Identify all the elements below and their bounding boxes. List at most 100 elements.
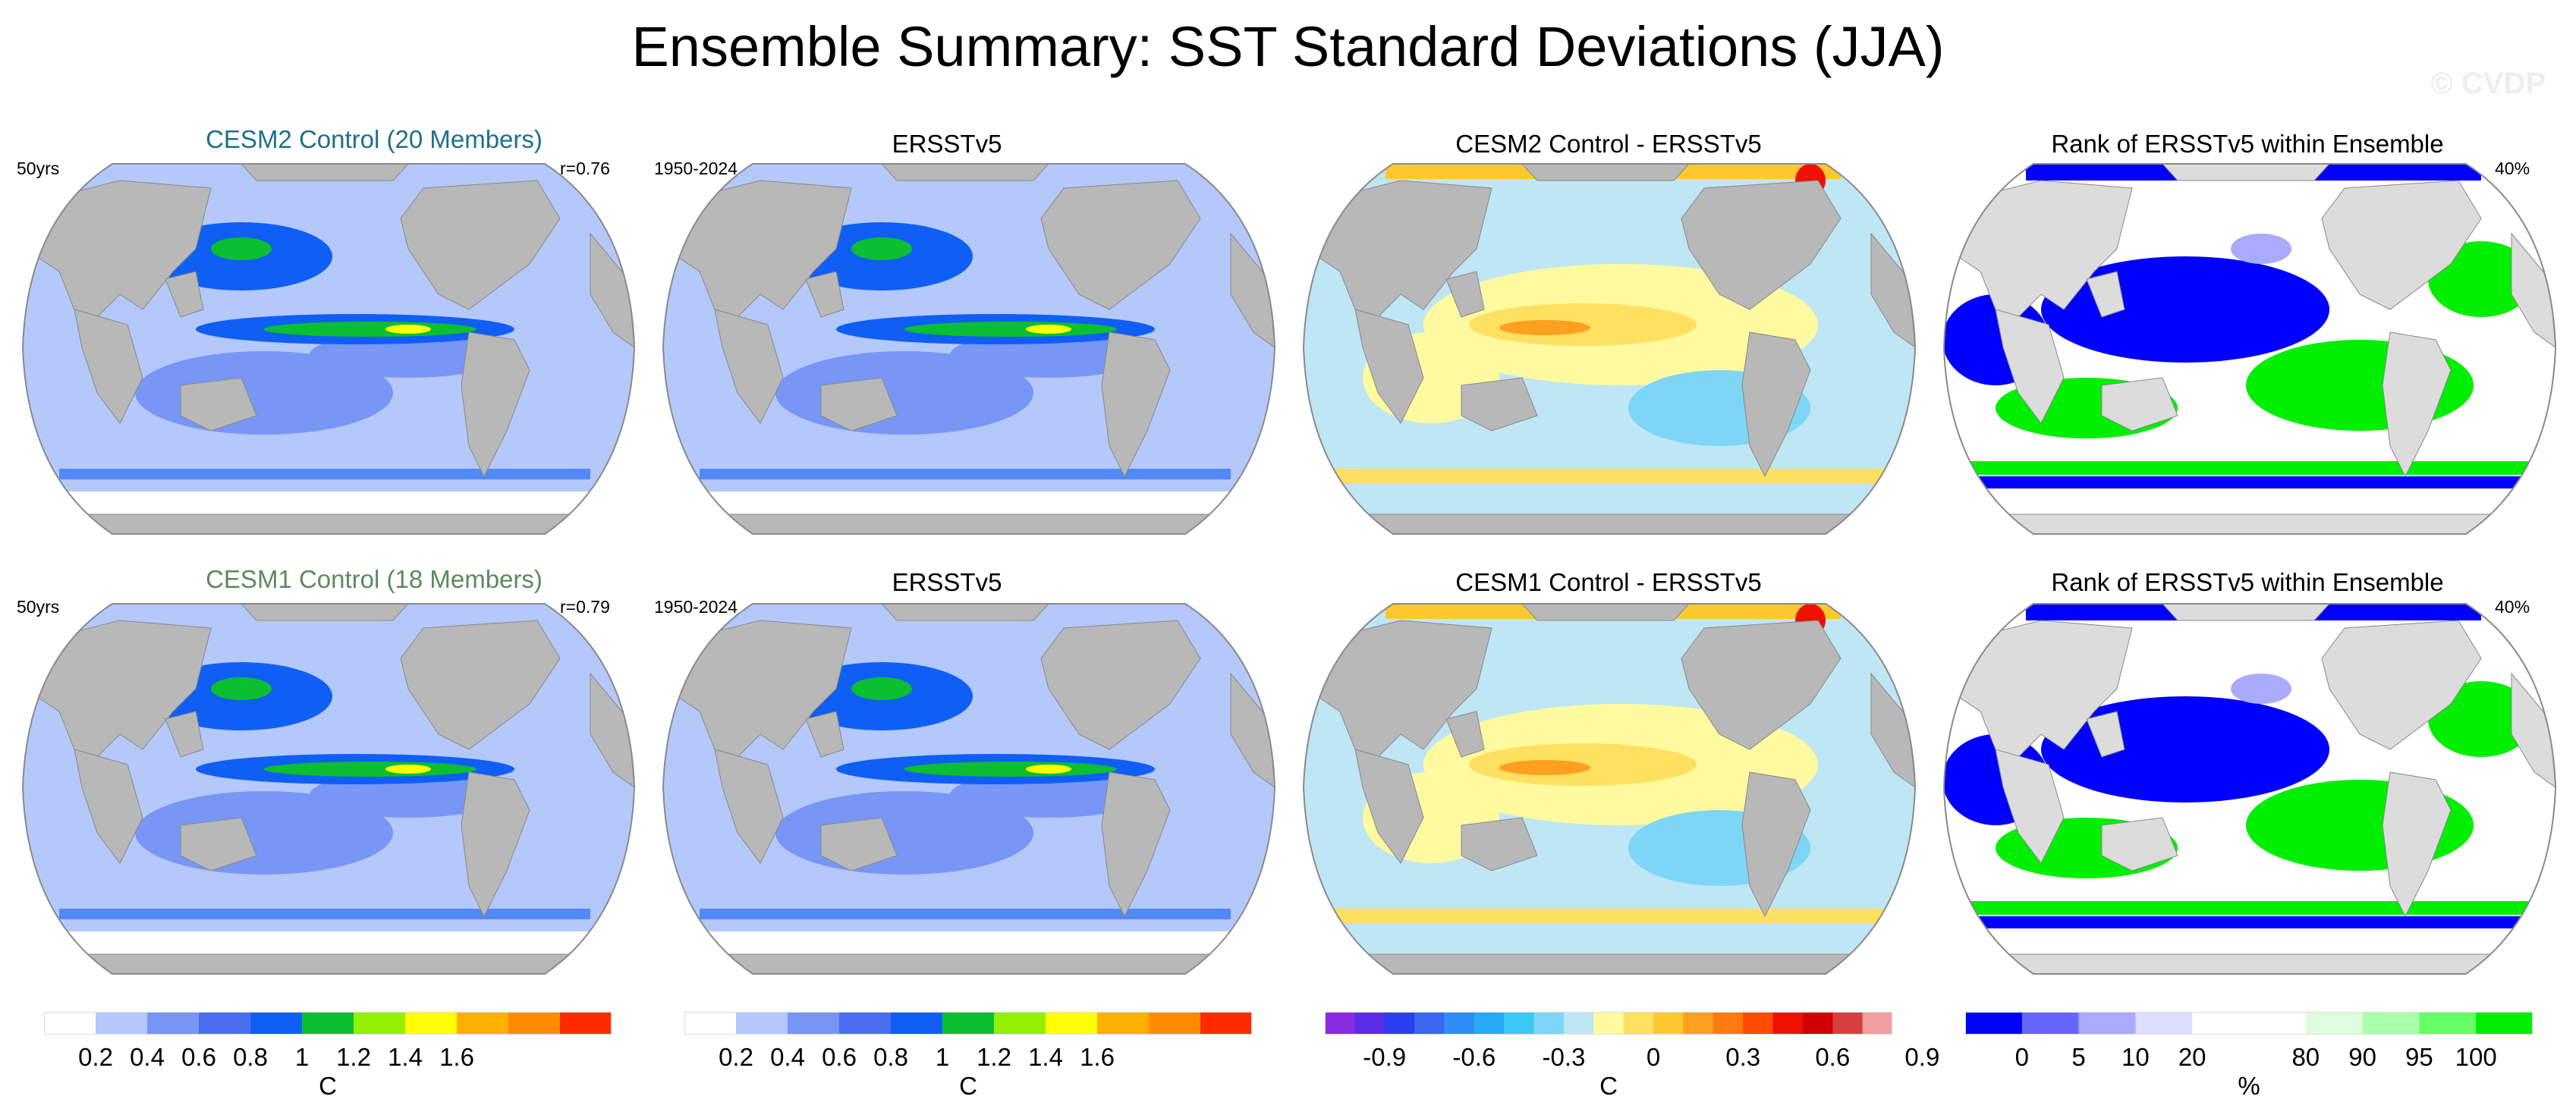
antarctica <box>1944 953 2556 974</box>
colorbar-tick-label: 1 <box>294 1043 310 1071</box>
arctic-land <box>880 604 1050 621</box>
colorbar-tick-label: -0.6 <box>1452 1043 1496 1071</box>
colorbar-tick-label: 1 <box>935 1043 950 1071</box>
colorbar-swatch <box>942 1012 995 1035</box>
australia <box>1461 817 1538 872</box>
colorbar-swatch <box>1683 1012 1714 1035</box>
arctic-land <box>1521 604 1691 621</box>
colorbar-swatch <box>1474 1012 1505 1035</box>
map-outline <box>21 163 636 535</box>
colorbar-tick-label: 0.3 <box>1725 1043 1761 1071</box>
colorbar-swatch <box>1772 1012 1804 1035</box>
antarctica <box>1944 514 2556 534</box>
europe-east <box>1870 672 1915 789</box>
india <box>1445 711 1485 758</box>
row1-pattern-correlation: r=0.76 <box>560 159 610 178</box>
southern-ocean-bias <box>1325 469 1901 484</box>
south-america <box>2382 331 2452 478</box>
map-outline <box>1942 163 2557 535</box>
map-outline <box>662 163 1276 535</box>
mid-rank-patch <box>2231 234 2291 264</box>
australia <box>1461 377 1538 432</box>
colorbar-swatch <box>96 1012 148 1035</box>
land-masses <box>1304 164 1915 534</box>
southern-ocean-bias <box>1325 909 1901 924</box>
colorbar-swatch <box>354 1012 406 1035</box>
colorbar-tick-label: 90 <box>2348 1043 2376 1071</box>
colorbar-swatch <box>1354 1012 1386 1035</box>
antarctica <box>1304 953 1915 974</box>
south-america <box>1101 331 1171 478</box>
colorbar-tick-label: 1.4 <box>388 1043 423 1071</box>
north-america <box>1681 620 1842 750</box>
antarctica <box>23 953 634 974</box>
colorbar-swatch <box>508 1012 561 1035</box>
australia <box>820 377 898 432</box>
india <box>165 711 204 758</box>
eurasia-west <box>28 180 212 318</box>
antarctica <box>663 514 1275 534</box>
colorbar-swatch <box>2362 1012 2420 1035</box>
map-row2-rank <box>1942 603 2557 975</box>
enso-peak <box>385 765 431 774</box>
map-outline <box>662 603 1276 975</box>
colorbar-tick-label: 10 <box>2122 1043 2150 1071</box>
colorbar-tick-label: 1.2 <box>336 1043 371 1071</box>
colorbar-swatch <box>736 1012 788 1035</box>
north-america <box>400 620 561 750</box>
colorbar-swatch <box>1046 1012 1098 1035</box>
europe-east <box>2511 232 2556 349</box>
colorbar-units: C <box>319 1072 337 1100</box>
colorbar-tick-label: 0.6 <box>822 1043 857 1071</box>
india <box>165 271 204 318</box>
high-rank-region <box>2428 241 2534 317</box>
arctic-land <box>1521 164 1691 181</box>
map-outline <box>1302 163 1917 535</box>
map-row1-rank <box>1942 163 2557 535</box>
row1-rank-title: Rank of ERSSTv5 within Ensemble <box>2051 130 2444 158</box>
bias-peak <box>1499 760 1590 775</box>
colorbar-swatch <box>1414 1012 1445 1035</box>
row1-rank-percent: 40% <box>2495 159 2530 178</box>
colorbar-units: % <box>2238 1072 2260 1100</box>
enso-core <box>264 322 477 337</box>
australia <box>180 817 257 872</box>
figure-title: Ensemble Summary: SST Standard Deviation… <box>631 15 1945 78</box>
row1-model-title: CESM2 Control (20 Members) <box>206 125 543 153</box>
colorbar-swatch <box>2249 1012 2307 1035</box>
antarctica <box>663 953 1275 974</box>
colorbar-swatch <box>2419 1012 2477 1035</box>
africa <box>714 749 784 864</box>
colorbar-tick-label: 0 <box>2015 1043 2029 1071</box>
map-cesm1-model-stddev <box>21 603 636 975</box>
row2-model-period: 50yrs <box>17 597 60 617</box>
row1-diff-title: CESM2 Control - ERSSTv5 <box>1455 130 1762 158</box>
colorbar-tick-label: 0.4 <box>770 1043 805 1071</box>
south-america <box>1741 331 1811 478</box>
colorbar-swatch <box>1533 1012 1565 1035</box>
north-america <box>2321 180 2482 310</box>
south-america <box>1101 771 1171 918</box>
colorbar-tick-label: 100 <box>2455 1043 2497 1071</box>
india <box>805 271 845 318</box>
europe-east <box>1870 232 1915 349</box>
north-america <box>1040 620 1201 750</box>
enso-peak <box>1026 765 1071 774</box>
row2-diff-title: CESM1 Control - ERSSTv5 <box>1455 568 1762 596</box>
colorbar-swatch <box>2135 1012 2193 1035</box>
europe-east <box>590 232 634 349</box>
india <box>1445 271 1485 318</box>
australia <box>2101 817 2178 872</box>
north-america <box>1681 180 1842 310</box>
ocean-field <box>23 604 634 974</box>
kuroshio <box>851 237 912 260</box>
eurasia-west <box>1949 180 2133 318</box>
africa <box>1354 749 1424 864</box>
row2-model-title: CESM1 Control (18 Members) <box>206 565 543 593</box>
colorbar-tick-label: 5 <box>2071 1043 2086 1071</box>
high-rank-region <box>2428 681 2534 757</box>
colorbar-swatch <box>2476 1012 2533 1035</box>
land-masses <box>663 164 1275 534</box>
colorbar-swatch <box>1653 1012 1684 1035</box>
colorbar-tick-label: 0.2 <box>78 1043 113 1071</box>
